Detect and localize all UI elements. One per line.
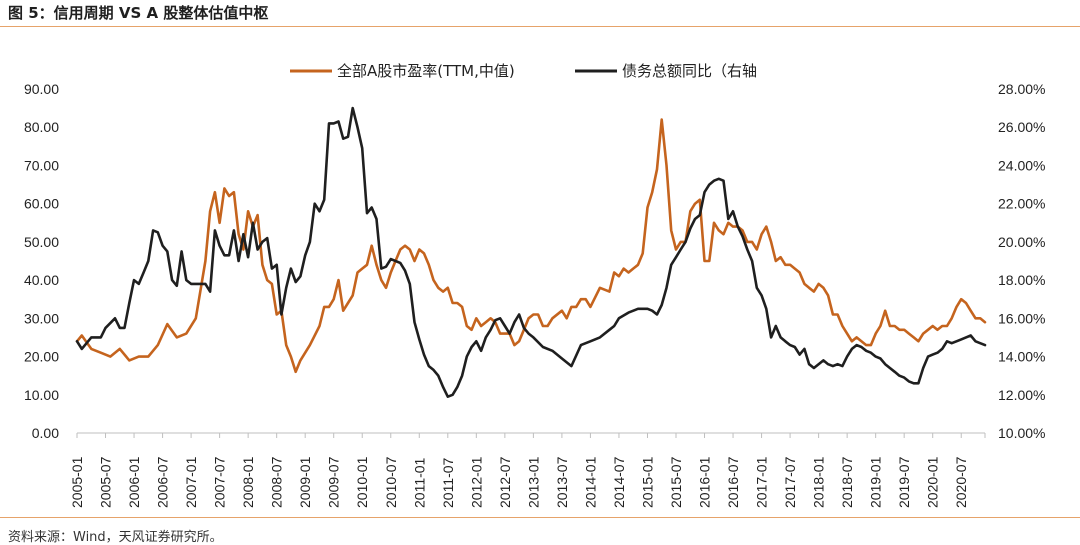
legend-label-pe: 全部A股市盈率(TTM,中值) (337, 62, 515, 80)
x-tick-label: 2011-07 (440, 457, 456, 508)
figure-title: 图 5：信用周期 VS A 股整体估值中枢 (8, 4, 269, 22)
legend-label-debt: 债务总额同比（右轴 (622, 62, 757, 80)
x-tick-label: 2016-01 (697, 456, 713, 508)
y-right-tick-label: 24.00% (998, 157, 1045, 173)
top-rule (0, 26, 1080, 27)
x-tick-label: 2007-07 (212, 456, 228, 508)
x-tick-label: 2013-07 (554, 456, 570, 508)
y-right-tick-label: 14.00% (998, 349, 1045, 365)
x-tick-label: 2007-01 (183, 456, 199, 508)
y-left-tick-label: 10.00 (24, 387, 59, 403)
y-left-tick-label: 0.00 (32, 425, 59, 441)
x-tick-label: 2016-07 (725, 456, 741, 508)
x-tick-label: 2011-01 (411, 457, 427, 508)
x-tick-label: 2020-07 (953, 456, 969, 508)
y-right-tick-label: 12.00% (998, 387, 1045, 403)
x-tick-label: 2008-07 (269, 456, 285, 508)
x-tick-label: 2009-01 (297, 456, 313, 508)
x-tick-label: 2018-07 (839, 456, 855, 508)
y-left-tick-label: 50.00 (24, 234, 59, 250)
x-tick-label: 2006-07 (155, 456, 171, 508)
x-tick-label: 2006-01 (126, 456, 142, 508)
y-right-tick-label: 28.00% (998, 81, 1045, 97)
x-tick-label: 2014-01 (582, 456, 598, 508)
series-line-pe (75, 118, 987, 374)
x-tick-label: 2012-07 (497, 456, 513, 508)
series-line-debt (75, 106, 987, 398)
y-right-tick-label: 26.00% (998, 119, 1045, 135)
x-tick-label: 2015-01 (639, 456, 655, 508)
y-left-tick-label: 60.00 (24, 196, 59, 212)
y-right-tick-label: 20.00% (998, 234, 1045, 250)
y-left-tick-label: 80.00 (24, 119, 59, 135)
y-right-tick-label: 22.00% (998, 196, 1045, 212)
y-left-tick-label: 30.00 (24, 310, 59, 326)
x-tick-label: 2017-01 (754, 456, 770, 508)
x-tick-label: 2015-07 (668, 456, 684, 508)
y-right-tick-label: 16.00% (998, 310, 1045, 326)
y-left-tick-label: 40.00 (24, 272, 59, 288)
x-tick-label: 2020-01 (925, 456, 941, 508)
source-note: 资料来源：Wind，天风证券研究所。 (8, 530, 223, 545)
chart-axes: 0.00 10.00 20.00 30.00 40.00 50.00 60.00 70.00 8… (24, 81, 1046, 508)
x-tick-label: 2005-07 (98, 456, 114, 508)
x-tick-label: 2005-01 (69, 456, 85, 508)
x-tick-label: 2017-07 (782, 456, 798, 508)
y-left-tick-label: 20.00 (24, 349, 59, 365)
x-tick-label: 2008-01 (240, 456, 256, 508)
y-left-tick-label: 70.00 (24, 157, 59, 173)
x-tick-label: 2010-01 (354, 456, 370, 508)
x-tick-label: 2018-01 (811, 456, 827, 508)
chart-legend: 全部A股市盈率(TTM,中值) 债务总额同比（右轴 (290, 62, 757, 80)
series-layer (75, 106, 987, 398)
y-left-tick-label: 90.00 (24, 81, 59, 97)
x-tick-label: 2014-07 (611, 456, 627, 508)
x-tick-label: 2009-07 (326, 456, 342, 508)
x-tick-label: 2010-07 (383, 456, 399, 508)
line-chart: 全部A股市盈率(TTM,中值) 债务总额同比（右轴 0.00 10.00 20.00… (24, 62, 1046, 508)
x-tick-label: 2013-01 (525, 456, 541, 508)
y-right-tick-label: 18.00% (998, 272, 1045, 288)
x-tick-label: 2019-01 (868, 456, 884, 508)
x-tick-label: 2019-07 (896, 456, 912, 508)
x-tick-label: 2012-01 (468, 456, 484, 508)
bottom-rule (0, 517, 1080, 518)
y-right-tick-label: 10.00% (998, 425, 1045, 441)
